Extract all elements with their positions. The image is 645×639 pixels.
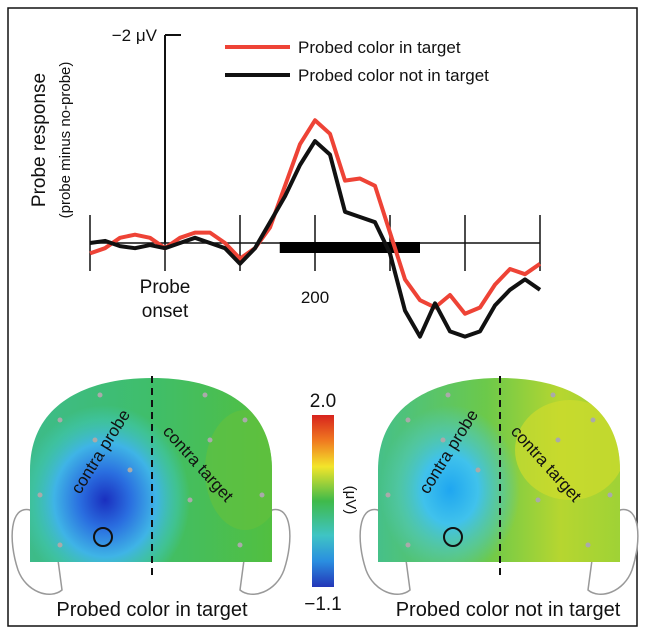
series-line: [89, 139, 542, 339]
frame: [7, 7, 638, 627]
y-axis-sublabel: (probe minus no-probe): [57, 62, 74, 219]
colorbar: [312, 415, 334, 587]
legend-label: Probed color in target: [298, 38, 461, 57]
electrodes: [37, 392, 613, 548]
map-title: Probed color in target: [56, 599, 248, 621]
x-tick-label: Probe onset: [140, 277, 191, 322]
topomap-right: [378, 378, 620, 562]
erp-plot: Probe response (probe minus no-probe) Pr…: [29, 26, 542, 339]
electrode-marker: [443, 527, 463, 547]
significance-bar: [279, 242, 420, 253]
y-axis-label: Probe response: [29, 73, 50, 207]
colorbar-min: −1.1: [304, 594, 342, 615]
topomaps: contra probe contra target contra probe …: [11, 376, 639, 621]
electrode-marker: [93, 527, 113, 547]
colorbar-unit: (μV): [342, 486, 359, 515]
colorbar-max: 2.0: [310, 391, 336, 412]
topomap-left: [30, 378, 272, 562]
map-title: Probed color not in target: [396, 599, 621, 621]
legend-label: Probed color not in target: [298, 66, 489, 85]
x-tick-label: 200: [301, 288, 329, 307]
y-tick-label: −2 μV: [112, 26, 158, 45]
